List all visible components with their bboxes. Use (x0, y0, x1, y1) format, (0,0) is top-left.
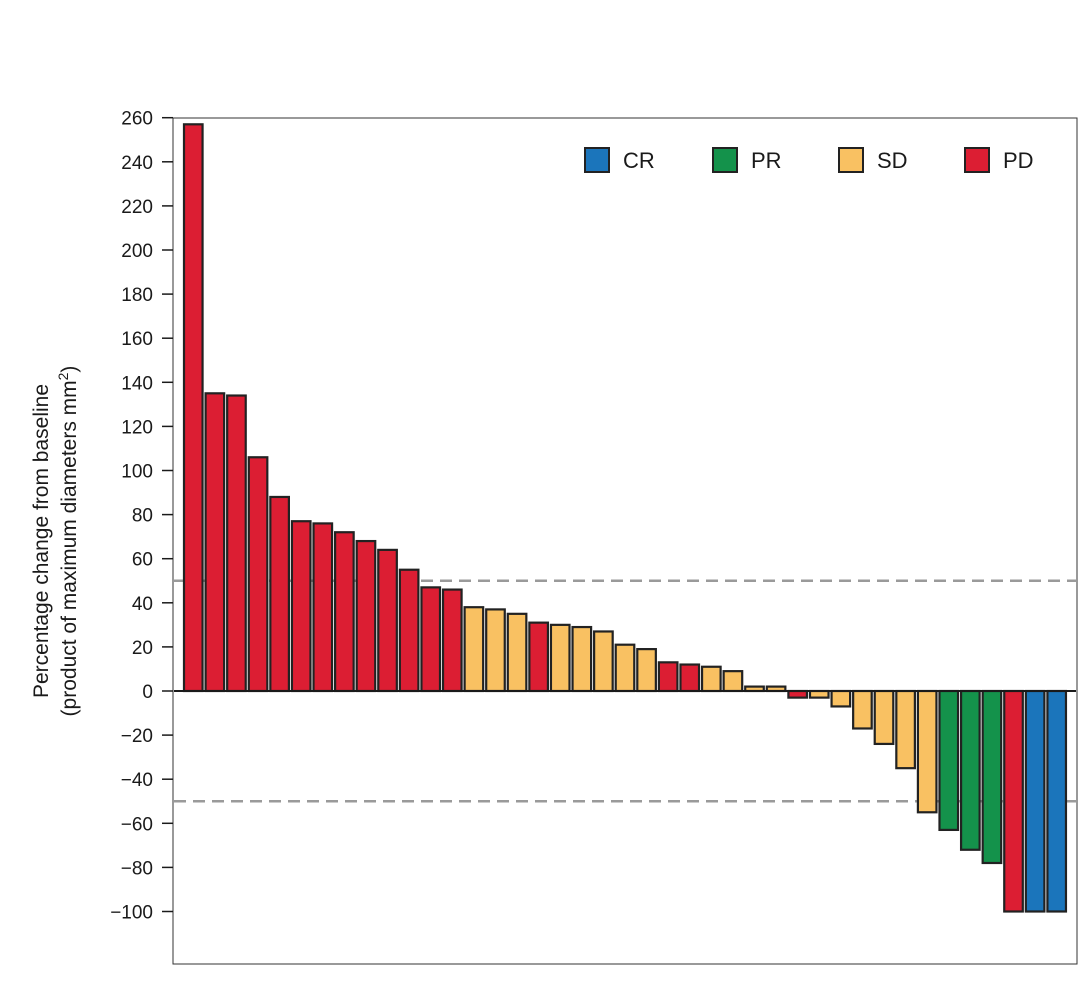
y-tick-label: 60 (132, 550, 153, 571)
bar (290, 520, 312, 693)
bar (593, 630, 614, 693)
bar (700, 665, 722, 693)
y-tick-label: 160 (121, 329, 153, 350)
bar (441, 588, 463, 693)
bar (1003, 689, 1024, 913)
bar (247, 456, 269, 693)
bar (830, 689, 852, 708)
y-tick-label: 140 (121, 373, 153, 394)
y-axis-subtitle-main: (product of maximum diameters mm (58, 380, 81, 716)
bar (420, 586, 442, 693)
bar (549, 623, 571, 693)
y-tick-label: 120 (121, 417, 153, 438)
legend-label: PD (1003, 148, 1034, 173)
bar (852, 689, 873, 730)
legend-swatch (712, 147, 738, 173)
bar (679, 663, 701, 693)
y-tick-label: −100 (110, 903, 153, 924)
legend-swatch (964, 147, 990, 173)
bar (377, 548, 398, 693)
y-tick-label: −80 (121, 858, 153, 879)
bars-group (182, 123, 1068, 913)
y-axis-subtitle: (product of maximum diameters mm2) (55, 366, 81, 717)
bar (916, 689, 938, 814)
legend-label: CR (623, 148, 655, 173)
bar (959, 689, 981, 851)
bar (528, 621, 550, 693)
bar (938, 689, 960, 832)
y-axis-title: Percentage change from baseline (30, 384, 53, 698)
bar (312, 522, 334, 693)
bar (226, 394, 247, 693)
legend-swatch (584, 147, 610, 173)
bar (355, 539, 377, 693)
y-axis: 260240220200180160140120100806040200−20−… (110, 109, 173, 924)
y-axis-subtitle-superscript: 2 (55, 372, 71, 380)
y-tick-label: 220 (121, 197, 153, 218)
bar (506, 612, 528, 693)
y-axis-subtitle-close: ) (58, 366, 81, 373)
y-tick-label: −60 (121, 814, 153, 835)
bar (485, 608, 506, 693)
y-tick-label: 20 (132, 638, 153, 659)
bar (398, 568, 420, 693)
bar (636, 648, 657, 693)
legend: CR PR SD PD (584, 147, 1034, 173)
y-tick-label: 240 (121, 153, 153, 174)
y-tick-label: −20 (121, 726, 153, 747)
y-tick-label: 200 (121, 241, 153, 262)
y-tick-label: 80 (132, 506, 153, 527)
y-tick-label: 260 (121, 109, 153, 130)
legend-label: SD (877, 148, 908, 173)
bar (1046, 689, 1068, 913)
y-tick-label: 0 (142, 682, 153, 703)
y-tick-label: 180 (121, 285, 153, 306)
y-tick-label: 40 (132, 594, 153, 615)
bar (722, 670, 744, 693)
bar (657, 661, 679, 693)
bar (182, 123, 204, 693)
bar (571, 625, 593, 693)
bar (1024, 689, 1046, 913)
bar (204, 392, 226, 693)
bar (873, 689, 895, 746)
plot-frame (172, 117, 1078, 965)
y-tick-label: 100 (121, 462, 153, 483)
bar (614, 643, 636, 693)
bar (334, 531, 355, 693)
bar (463, 606, 485, 693)
legend-label: PR (751, 148, 782, 173)
bar (269, 495, 290, 693)
y-tick-label: −40 (121, 770, 153, 791)
legend-swatch (838, 147, 864, 173)
bar (981, 689, 1003, 865)
bar (895, 689, 916, 770)
